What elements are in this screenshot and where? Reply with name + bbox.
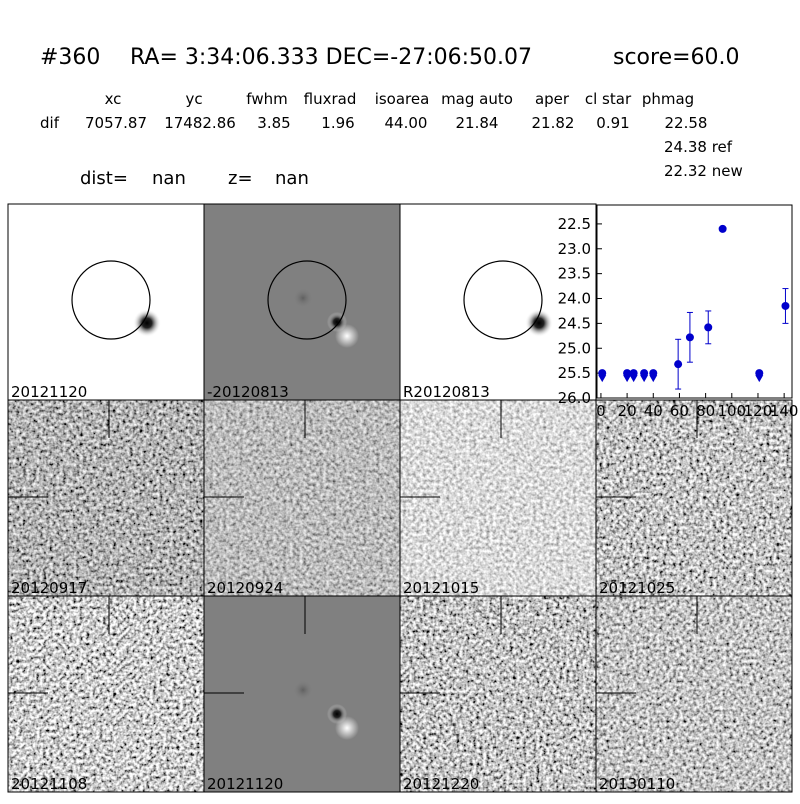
x-tick-label: 80 [696,402,715,420]
table-cell: 44.00 [385,114,428,132]
panel-label: 20121220 [403,775,479,793]
upper-limit-arrow [640,375,649,383]
upper-limit-arrow [755,375,764,383]
dark-lobe [327,312,347,332]
table-cell: 22.58 [665,114,708,132]
noise-image [596,400,792,596]
aperture [267,260,347,340]
upper-limit-arrow [649,375,658,383]
panel-label: 20130110 [599,775,675,793]
panel-label: -20120813 [207,383,289,401]
image [400,204,596,400]
score: score=60.0 [613,45,740,70]
column-header: yc [185,90,202,108]
panel-frame [595,595,793,793]
plot-area [596,204,793,399]
data-point [640,369,649,378]
column-header: isoarea [375,90,430,108]
x-tick-label: 140 [770,402,799,420]
noise-image [400,596,596,792]
y-tick-label: 25.0 [558,339,591,357]
data-point [755,369,764,378]
table-cell: 17482.86 [164,114,236,132]
table-cell: 21.82 [532,114,575,132]
image-panels: 20121120 -20120813 R20120813 20120917 201209… [7,203,793,793]
aperture [71,260,151,340]
source-blob [525,309,553,337]
data-point [781,301,790,310]
coordinates: RA= 3:34:06.333 DEC=-27:06:50.07 [130,45,532,70]
image [8,204,204,400]
upper-limit-arrow [598,375,607,383]
noise-image [400,400,596,596]
object-id: #360 [40,45,100,70]
dist-value: nan [152,168,186,189]
data-point [649,369,658,378]
panel-label: R20120813 [403,383,490,401]
column-header: mag auto [441,90,513,108]
column-header: fwhm [246,90,287,108]
table-cell: 7057.87 [85,114,147,132]
x-tick-label: 60 [670,402,689,420]
data-point [623,369,632,378]
x-tick-label: 120 [744,402,773,420]
column-header: phmag [642,90,694,108]
x-tick-label: 100 [717,402,746,420]
faint-blob [293,680,313,700]
panel-label: 20120924 [207,579,283,597]
table-cell: 1.96 [321,114,354,132]
data-point [674,360,683,369]
y-tick-label: 24.0 [558,290,591,308]
x-tick-label: 0 [596,402,606,420]
panel-label: 20121015 [403,579,479,597]
source-blob [133,309,161,337]
x-tick-label: 40 [644,402,663,420]
y-tick-label: 23.0 [558,240,591,258]
z-value: nan [275,168,309,189]
noise-image [204,400,400,596]
column-header: xc [105,90,122,108]
ref-mag: 24.38 ref [664,138,733,156]
panel-label: 20121120 [207,775,283,793]
aperture [463,260,543,340]
z-label: z= [228,168,253,189]
dist-label: dist= [80,168,128,189]
y-tick-label: 22.5 [558,215,591,233]
data-point [685,333,694,342]
upper-limit-arrow [629,375,638,383]
new-mag: 22.32 new [664,162,743,180]
y-tick-label: 24.5 [558,314,591,332]
panel-label: 20121025 [599,579,675,597]
data-point [629,369,638,378]
y-tick-label: 26.0 [558,389,591,407]
x-tick-label: 20 [618,402,637,420]
panel-label: 20120917 [11,579,87,597]
row-label: dif [40,114,60,132]
column-header: fluxrad [304,90,357,108]
y-tick-label: 23.5 [558,265,591,283]
faint-blob [293,288,313,308]
light-curve: 22.5 23.0 23.5 24.0 24.5 25.0 25.5 26.0 0 20 40 60 8… [558,204,799,420]
data-point [718,224,727,233]
table-cell: 3.85 [257,114,290,132]
noise-image [8,400,204,596]
y-tick-label: 25.5 [558,364,591,382]
panel-label: 20121108 [11,775,87,793]
column-header: cl star [585,90,632,108]
table-cell: 21.84 [456,114,499,132]
noise-image [8,596,204,792]
panel-label: 20121120 [11,383,87,401]
data-point [598,369,607,378]
upper-limit-arrow [623,375,632,383]
dark-lobe [327,704,347,724]
column-header: aper [535,90,570,108]
table-cell: 0.91 [596,114,629,132]
noise-image [596,596,792,792]
data-point [704,323,713,332]
